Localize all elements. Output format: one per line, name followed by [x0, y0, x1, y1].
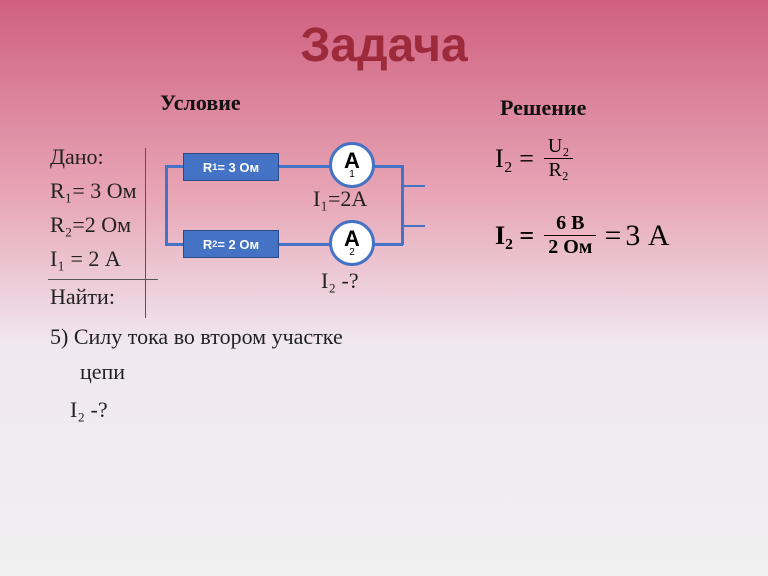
- wire: [277, 165, 333, 168]
- wire: [401, 225, 425, 227]
- r2-label-post: = 2 Ом: [217, 237, 259, 252]
- r2-label-pre: R: [203, 237, 212, 252]
- ammeter-a2: А 2: [329, 220, 375, 266]
- eq2-num: 6 B: [552, 212, 588, 235]
- wire: [373, 243, 403, 246]
- eq2-eq: =: [604, 219, 621, 253]
- eq1-fraction: U₂ R₂: [544, 135, 573, 182]
- eq2-lhs: I₂ =: [495, 221, 534, 251]
- slide-title: Задача: [0, 0, 768, 73]
- ammeter-a1: А 1: [329, 142, 375, 188]
- equation-2: I₂ = 6 B 2 Ом = 3 А: [495, 212, 670, 259]
- condition-heading: Условие: [160, 90, 241, 116]
- i2-label: I₂ -?: [321, 268, 359, 294]
- a2-main: А: [344, 229, 360, 249]
- wire: [165, 165, 168, 245]
- r1-label-pre: R: [203, 160, 212, 175]
- wire: [373, 165, 403, 168]
- wire: [165, 165, 185, 168]
- given-vertical-line: [145, 148, 146, 318]
- eq1-den: R₂: [544, 159, 572, 182]
- task-text-2: цепи: [50, 355, 343, 389]
- a2-sub: 2: [349, 248, 355, 257]
- eq1-lhs: I₂ =: [495, 144, 534, 174]
- wire: [401, 185, 425, 187]
- a1-sub: 1: [349, 170, 355, 179]
- eq2-den: 2 Ом: [544, 236, 596, 259]
- solution-heading: Решение: [500, 95, 586, 121]
- resistor-r1: R1 = 3 Ом: [183, 153, 279, 181]
- eq2-fraction: 6 B 2 Ом: [544, 212, 596, 259]
- wire: [165, 243, 185, 246]
- equation-1: I₂ = U₂ R₂: [495, 135, 670, 182]
- task-text-1: 5) Силу тока во втором участке: [50, 320, 343, 354]
- a1-main: А: [344, 151, 360, 171]
- wire: [277, 243, 333, 246]
- find-var: I₂ -?: [50, 393, 343, 427]
- circuit-diagram: R1 = 3 Ом R2 = 2 Ом А 1 А 2 I₁=2A I₂ -?: [165, 140, 425, 290]
- eq1-num: U₂: [544, 135, 573, 158]
- wire: [401, 165, 404, 245]
- solution-block: I₂ = U₂ R₂ I₂ = 6 B 2 Ом = 3 А: [495, 135, 670, 289]
- resistor-r2: R2 = 2 Ом: [183, 230, 279, 258]
- i1-label: I₁=2A: [313, 186, 367, 212]
- r1-label-post: = 3 Ом: [217, 160, 259, 175]
- eq2-rhs: 3 А: [625, 219, 669, 253]
